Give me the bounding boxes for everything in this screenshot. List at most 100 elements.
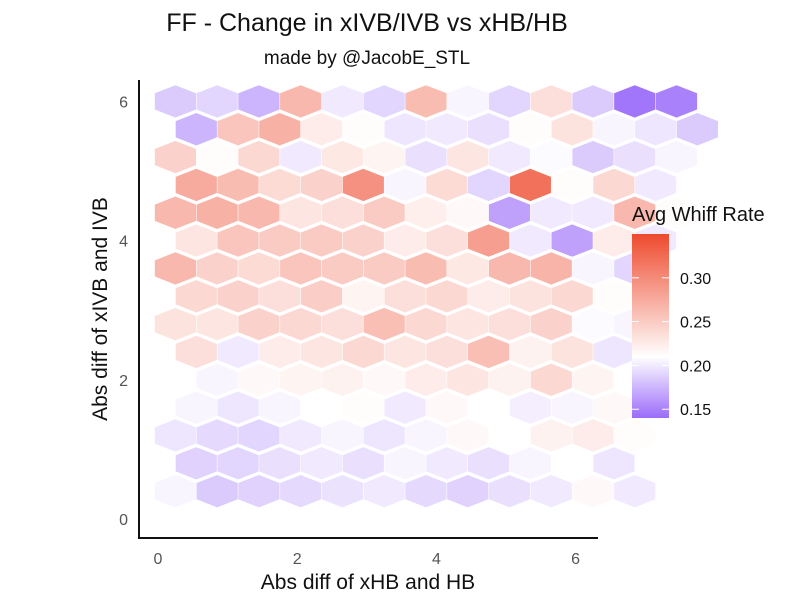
hex-bin [384, 391, 426, 424]
hex-bin [196, 85, 238, 118]
hex-bin [405, 474, 447, 508]
hex-bin [614, 196, 656, 229]
hex-bin [635, 168, 677, 202]
hex-bin [321, 474, 364, 508]
hex-bin [196, 474, 238, 508]
x-axis-label: Abs diff of xHB and HB [261, 571, 475, 594]
hex-bin [363, 252, 405, 285]
hex-bin [259, 391, 301, 424]
hex-bin [572, 419, 614, 452]
hex-bin [551, 280, 593, 313]
hex-bin [635, 113, 677, 146]
legend-title: Avg Whiff Rate [632, 204, 765, 226]
hex-bin [259, 447, 301, 480]
hex-bin [593, 113, 635, 146]
hex-bin [447, 474, 489, 508]
hex-bin [384, 224, 426, 257]
hex-bin [321, 252, 364, 285]
hex-bin [154, 363, 196, 396]
hex-bin [530, 140, 572, 174]
hex-bin [447, 363, 489, 396]
hex-bin [468, 391, 510, 424]
hex-bin [342, 447, 384, 480]
hex-bin [196, 363, 238, 396]
hex-bin [217, 335, 259, 369]
hex-bin [300, 224, 343, 257]
hex-bin [259, 335, 301, 369]
hex-bin [154, 307, 196, 341]
hex-bin [321, 85, 364, 118]
hex-bin [280, 85, 322, 118]
hex-bin [405, 363, 447, 396]
hex-bin [384, 113, 426, 146]
hex-bin [238, 419, 280, 452]
hex-bin [363, 474, 405, 508]
hex-bin [300, 447, 343, 480]
chart-subtitle: made by @JacobE_STL [264, 48, 470, 69]
hex-bin [300, 113, 343, 146]
hex-bin [342, 224, 384, 257]
hex-bin [405, 196, 447, 229]
hex-bin [154, 85, 196, 118]
x-tick-label: 2 [293, 551, 302, 568]
hex-bin [426, 335, 468, 369]
hex-bin [405, 307, 447, 341]
hex-bin [259, 168, 301, 202]
hex-bin [238, 85, 280, 118]
hex-bin [488, 85, 531, 118]
hex-bin [530, 252, 572, 285]
hex-bin [655, 85, 698, 118]
hex-bin [530, 307, 572, 341]
legend-tick-label: 0.30 [680, 271, 711, 288]
hex-bin [593, 447, 635, 480]
hex-bin [280, 363, 322, 396]
hex-bin [655, 196, 698, 229]
hex-bin [509, 280, 551, 313]
hex-bin [154, 474, 196, 508]
hex-bin [572, 85, 614, 118]
hex-bin [363, 419, 405, 452]
hex-bin [154, 140, 196, 174]
legend-ticks: 0.30 0.25 0.20 0.15 [632, 271, 711, 419]
hex-bin [426, 113, 468, 146]
x-tick-label: 0 [154, 551, 163, 568]
hex-bin [321, 419, 364, 452]
hex-bin [196, 140, 238, 174]
hex-bin [238, 252, 280, 285]
hex-bin [447, 419, 489, 452]
hex-bin [280, 196, 322, 229]
hex-bin [154, 252, 196, 285]
hex-bin [238, 474, 280, 508]
hex-bin [530, 363, 572, 396]
hex-bin [676, 113, 718, 146]
hex-bin [509, 168, 551, 202]
hex-bin [384, 335, 426, 369]
hex-bin [551, 168, 593, 202]
hex-bin [593, 391, 635, 424]
hex-bin [447, 307, 489, 341]
hex-bin [363, 307, 405, 341]
hex-bin [217, 168, 259, 202]
hex-bin [196, 419, 238, 452]
hex-bin [175, 113, 217, 146]
hex-bin [530, 196, 572, 229]
hex-bin [300, 280, 343, 313]
hex-bin [342, 113, 384, 146]
hex-bin [259, 113, 301, 146]
hex-bin [238, 363, 280, 396]
hex-bin [488, 140, 531, 174]
hex-bin [655, 140, 698, 174]
hex-bin [468, 168, 510, 202]
y-tick-label: 4 [119, 234, 128, 251]
hex-bin [321, 196, 364, 229]
hex-bin [593, 168, 635, 202]
y-tick-label: 2 [119, 373, 128, 390]
hex-bin [468, 113, 510, 146]
hex-bin [154, 419, 196, 452]
hex-bin [614, 474, 656, 508]
hex-bin [280, 140, 322, 174]
hex-bin [447, 85, 489, 118]
hex-bin [426, 224, 468, 257]
hex-layer [154, 85, 718, 508]
